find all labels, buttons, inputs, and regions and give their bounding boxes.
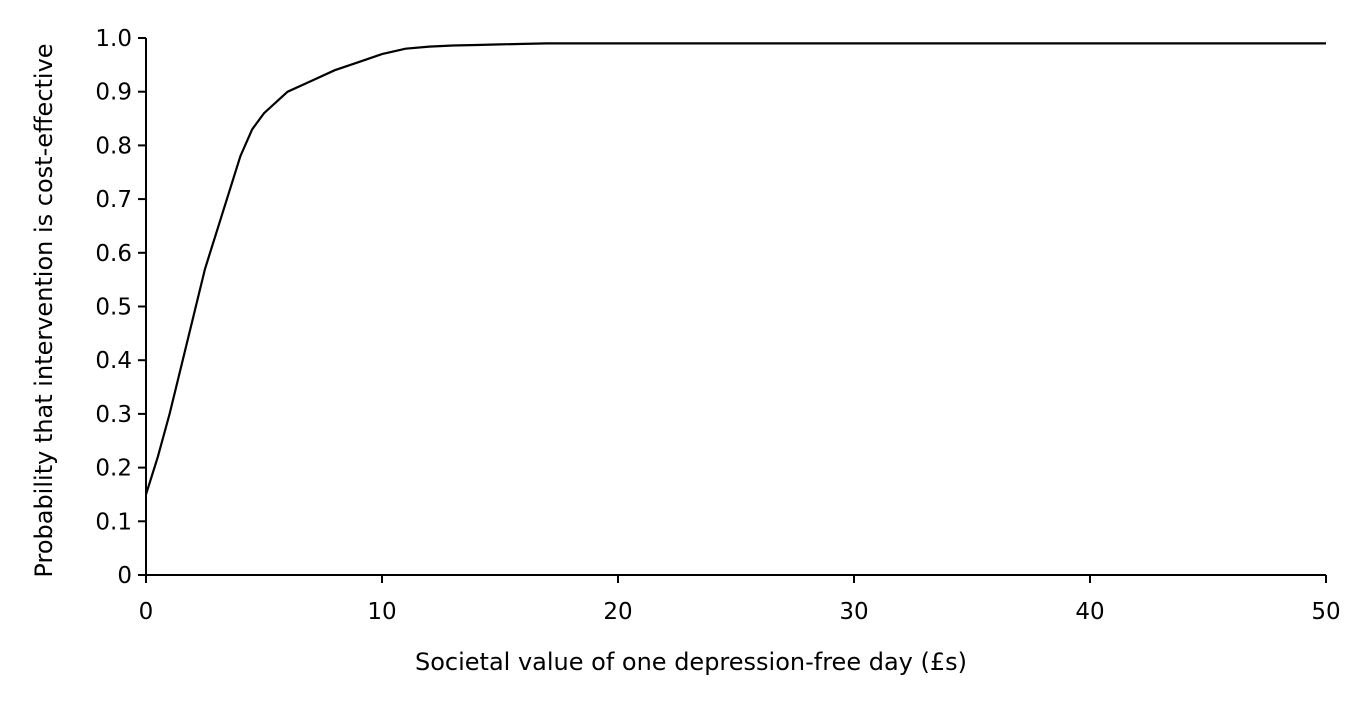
- y-tick-label: 0.9: [95, 80, 132, 106]
- y-tick-label: 0: [117, 563, 132, 589]
- y-axis-ticks: 0 0.1 0.2 0.3 0.4 0.5 0.6 0.7 0.8 0.9 1.0: [95, 26, 146, 589]
- y-tick-label: 0.6: [95, 241, 132, 267]
- axes: [145, 38, 1326, 576]
- x-tick-label: 20: [603, 599, 632, 625]
- y-tick-label: 0.8: [95, 133, 132, 159]
- y-tick-label: 1.0: [95, 26, 132, 52]
- y-tick-label: 0.2: [95, 456, 132, 482]
- x-axis-title: Societal value of one depression-free da…: [415, 648, 967, 676]
- x-tick-label: 0: [139, 599, 154, 625]
- y-tick-label: 0.1: [95, 509, 132, 535]
- x-tick-label: 40: [1075, 599, 1104, 625]
- y-tick-label: 0.3: [95, 402, 132, 428]
- y-tick-label: 0.7: [95, 187, 132, 213]
- x-tick-label: 50: [1311, 599, 1340, 625]
- y-axis-title: Probability that intervention is cost-ef…: [30, 43, 58, 577]
- x-axis-ticks: 0 10 20 30 40 50: [139, 575, 1341, 625]
- x-tick-label: 10: [367, 599, 396, 625]
- ceac-curve-line: [144, 42, 1326, 495]
- series-group: [144, 42, 1326, 495]
- y-tick-label: 0.5: [95, 295, 132, 321]
- y-tick-label: 0.4: [95, 348, 132, 374]
- x-tick-label: 30: [839, 599, 868, 625]
